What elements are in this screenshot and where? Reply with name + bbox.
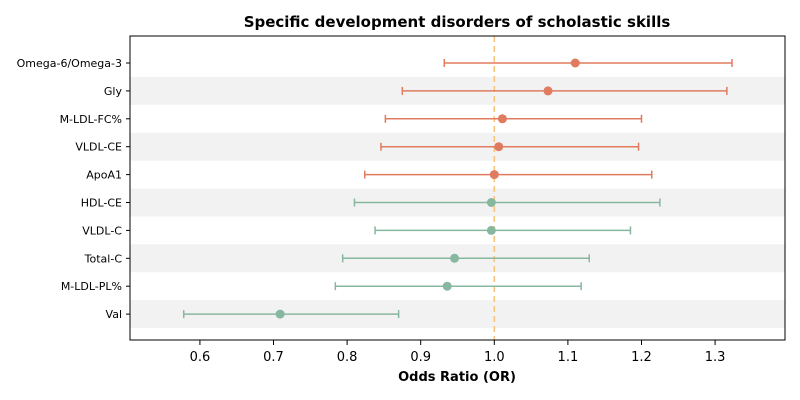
x-tick-label: 1.0: [484, 350, 505, 365]
chart-title: Specific development disorders of schola…: [244, 13, 671, 31]
point-estimate: [442, 281, 452, 291]
y-axis: Omega-6/Omega-3 Gly M-LDL-FC% VLDL-CE ApoA1 H…: [17, 57, 130, 321]
y-tick-label: Omega-6/Omega-3: [17, 57, 122, 70]
point-estimate: [275, 309, 285, 319]
x-tick-label: 0.6: [190, 350, 211, 365]
y-tick-label: VLDL-CE: [75, 141, 122, 154]
point-estimate: [486, 198, 496, 207]
x-axis-label: Odds Ratio (OR): [398, 370, 516, 385]
y-tick-label: M-LDL-PL%: [61, 280, 122, 293]
plot-frame: [129, 35, 786, 341]
x-tick-label: 0.9: [410, 350, 431, 365]
chart-marks: [182, 58, 733, 319]
point-estimate: [489, 170, 499, 180]
point-estimate: [543, 86, 553, 96]
point-estimate: [450, 253, 460, 263]
point-estimate: [497, 114, 507, 124]
y-tick-label: M-LDL-FC%: [60, 113, 122, 126]
y-tick-label: VLDL-C: [82, 224, 122, 237]
x-axis: 0.6 0.7 0.8 0.9 1.0 1.1 1.2 1.3: [190, 340, 726, 365]
x-tick-label: 0.7: [263, 350, 284, 365]
y-tick-label: Gly: [104, 85, 123, 98]
x-tick-label: 0.8: [337, 350, 358, 365]
y-tick-label: HDL-CE: [81, 197, 122, 210]
y-tick-label: ApoA1: [86, 169, 122, 182]
x-tick-label: 1.2: [631, 350, 652, 365]
y-tick-label: Val: [106, 308, 122, 321]
point-estimate: [486, 225, 496, 235]
point-estimate: [570, 58, 580, 68]
y-tick-label: Total-C: [84, 252, 123, 265]
x-tick-label: 1.3: [705, 350, 726, 365]
point-estimate: [494, 142, 504, 152]
x-tick-label: 1.1: [558, 350, 579, 365]
